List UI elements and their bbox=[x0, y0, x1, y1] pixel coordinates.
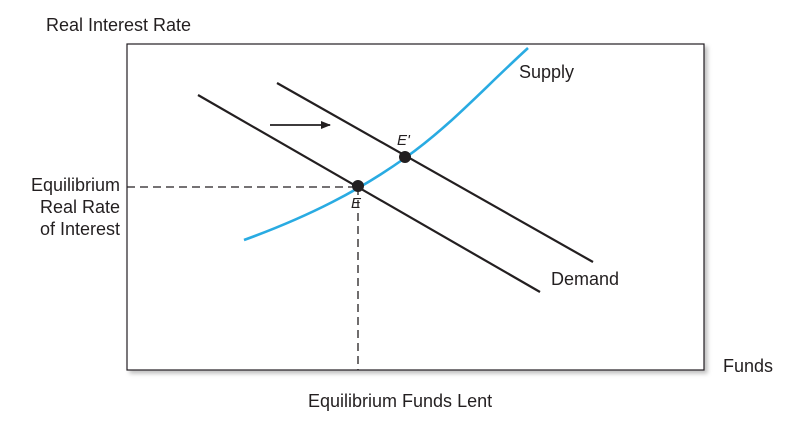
supply-label: Supply bbox=[519, 62, 574, 82]
original-equilibrium-label: E bbox=[351, 195, 362, 212]
equilibrium-point-original bbox=[352, 180, 364, 192]
plot-frame bbox=[127, 44, 704, 370]
equilibrium-point-new bbox=[399, 151, 411, 163]
new-equilibrium-label: E' bbox=[397, 132, 411, 149]
demand-label: Demand bbox=[551, 269, 619, 289]
